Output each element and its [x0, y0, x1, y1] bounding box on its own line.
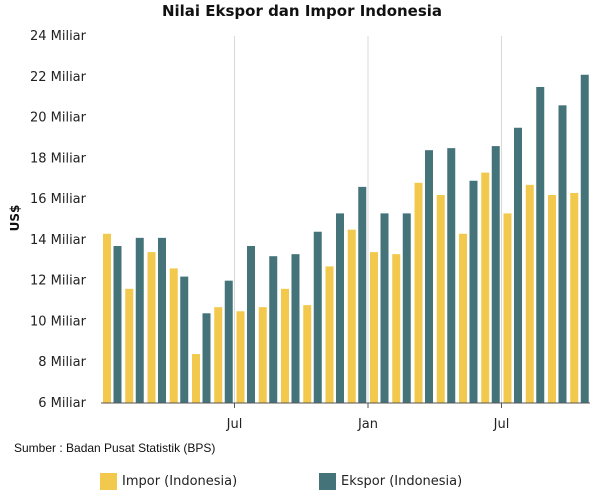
y-tick-label: 18 Miliar: [30, 151, 87, 166]
bar-ekspor[interactable]: [269, 256, 278, 403]
bar-ekspor[interactable]: [291, 254, 300, 403]
legend-swatch-impor: [100, 472, 117, 490]
bar-impor[interactable]: [525, 184, 534, 403]
y-tick-label: 10 Miliar: [30, 314, 87, 329]
bar-ekspor[interactable]: [558, 105, 567, 403]
bar-ekspor[interactable]: [514, 127, 522, 403]
bar-impor[interactable]: [548, 195, 556, 403]
bar-ekspor[interactable]: [580, 74, 589, 404]
y-tick-label: 6 Miliar: [38, 396, 86, 411]
y-tick-label: 24 Miliar: [30, 29, 87, 44]
bar-impor[interactable]: [570, 192, 579, 403]
bar-impor[interactable]: [303, 305, 312, 403]
bar-impor[interactable]: [370, 252, 378, 403]
bar-impor[interactable]: [169, 268, 178, 403]
bar-ekspor[interactable]: [202, 313, 211, 403]
x-tick-label: Jan: [357, 417, 378, 432]
legend-label-impor: Impor (Indonesia): [122, 473, 238, 489]
bar-ekspor[interactable]: [402, 213, 411, 403]
bar-impor[interactable]: [236, 311, 245, 403]
bar-ekspor[interactable]: [447, 148, 456, 403]
bar-ekspor[interactable]: [113, 246, 122, 403]
bar-ekspor[interactable]: [247, 246, 255, 403]
bar-ekspor[interactable]: [536, 86, 545, 403]
bar-impor[interactable]: [125, 288, 134, 403]
bar-impor[interactable]: [192, 354, 200, 403]
bar-chart: 6 Miliar 8 Miliar 10 Miliar 12 Miliar 14 Mil…: [8, 29, 590, 432]
bar-impor[interactable]: [147, 252, 156, 403]
bar-impor[interactable]: [503, 213, 512, 403]
x-tick-label: Jul: [493, 417, 510, 432]
bar-impor[interactable]: [103, 233, 111, 403]
bar-ekspor[interactable]: [158, 237, 166, 403]
bar-impor[interactable]: [459, 233, 467, 403]
bar-impor[interactable]: [214, 307, 223, 403]
legend-swatch-ekspor: [319, 472, 336, 490]
y-tick-label: 14 Miliar: [30, 233, 87, 248]
bar-ekspor[interactable]: [224, 280, 233, 403]
bar-ekspor[interactable]: [180, 276, 189, 403]
bar-impor[interactable]: [436, 195, 445, 403]
bar-impor[interactable]: [281, 288, 289, 403]
y-axis-label: US$: [8, 205, 22, 232]
legend-item-ekspor[interactable]: Ekspor (Indonesia): [319, 471, 462, 491]
x-tick-label: Jul: [226, 417, 243, 432]
legend-label-ekspor: Ekspor (Indonesia): [341, 473, 463, 489]
y-tick-label: 20 Miliar: [30, 111, 87, 126]
chart-title: Nilai Ekspor dan Impor Indonesia: [161, 2, 443, 20]
y-tick-label: 8 Miliar: [38, 355, 86, 370]
bar-ekspor[interactable]: [491, 146, 500, 403]
bar-ekspor[interactable]: [135, 237, 144, 403]
bar-impor[interactable]: [347, 229, 356, 403]
bar-ekspor[interactable]: [336, 213, 344, 403]
bar-impor[interactable]: [258, 307, 267, 403]
bar-impor[interactable]: [414, 182, 423, 403]
bar-impor[interactable]: [325, 266, 334, 403]
source-note: Sumber : Badan Pusat Statistik (BPS): [14, 441, 216, 455]
bar-impor[interactable]: [392, 254, 401, 403]
bar-ekspor[interactable]: [313, 231, 322, 403]
bar-ekspor[interactable]: [469, 180, 478, 403]
y-tick-label: 22 Miliar: [30, 70, 87, 85]
bar-ekspor[interactable]: [425, 150, 433, 403]
bar-ekspor[interactable]: [380, 213, 389, 403]
y-tick-label: 12 Miliar: [30, 274, 87, 289]
legend-item-impor[interactable]: Impor (Indonesia): [100, 471, 237, 491]
y-tick-label: 16 Miliar: [30, 192, 87, 207]
bar-impor[interactable]: [481, 172, 490, 403]
bar-ekspor[interactable]: [358, 186, 367, 403]
